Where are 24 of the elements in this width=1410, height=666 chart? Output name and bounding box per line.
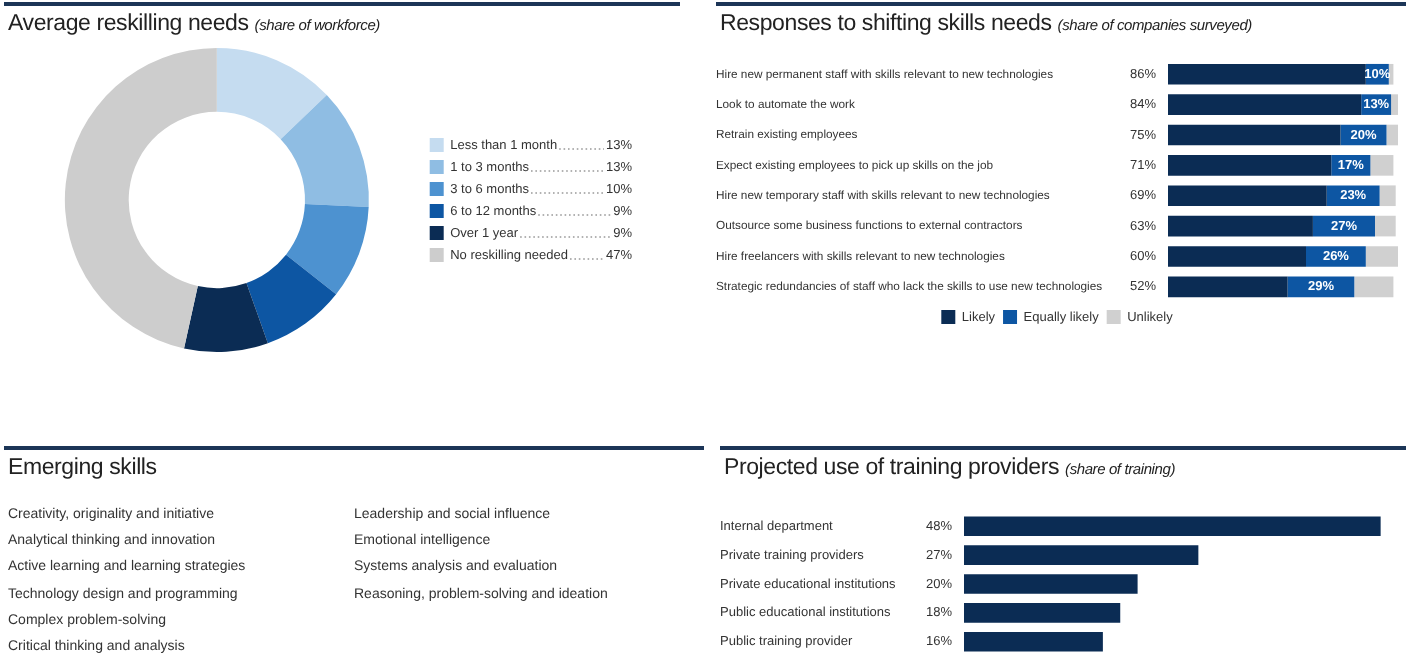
- chart-title: Average reskilling needs: [8, 12, 249, 36]
- bar: [1168, 215, 1313, 237]
- bar: [964, 603, 1121, 623]
- bar: [964, 574, 1138, 594]
- bar: [1168, 276, 1288, 298]
- bar: [1391, 94, 1398, 115]
- bar: [1168, 246, 1306, 267]
- bar: [1375, 215, 1396, 237]
- bar: [1386, 124, 1398, 146]
- bar: [964, 516, 1381, 537]
- bar: [1168, 94, 1362, 115]
- chart-title: Projected use of training providers: [724, 456, 1060, 480]
- bar: [1354, 276, 1394, 298]
- bar: [1168, 63, 1366, 85]
- bar: [1379, 185, 1396, 207]
- bar: [1370, 155, 1394, 176]
- text: Emerging skills: [8, 456, 157, 480]
- text: Responses to shifting skills needs: [720, 12, 1052, 36]
- bar: [1168, 124, 1341, 146]
- bar: [1168, 155, 1332, 176]
- bar: [1365, 246, 1398, 267]
- bar: [964, 631, 1103, 652]
- bar: [964, 545, 1199, 565]
- bar: [1168, 185, 1327, 207]
